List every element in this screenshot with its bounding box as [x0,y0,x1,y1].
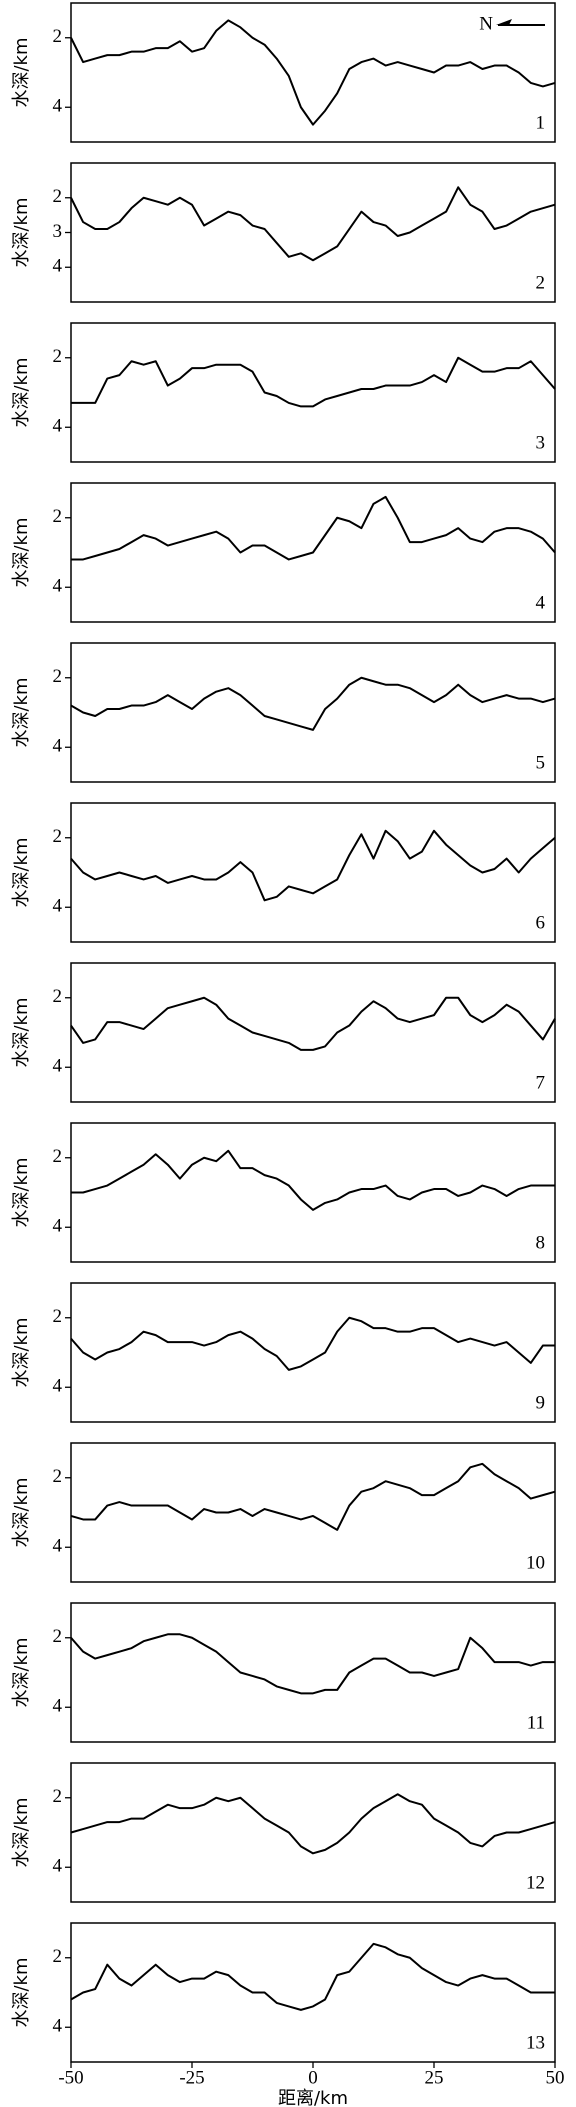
plot-frame [70,1122,556,1263]
plot-frame [70,322,556,463]
panel-number: 11 [527,1712,545,1733]
panel-number: 10 [526,1552,545,1573]
panel-number: 1 [536,112,546,133]
y-axis-label: 水深/km [11,37,32,107]
y-axis-label: 水深/km [11,1797,32,1867]
y-tick-label: 2 [53,826,63,847]
y-tick-label: 4 [53,576,63,597]
y-axis-label: 水深/km [11,677,32,747]
y-axis-label: 水深/km [11,1317,32,1387]
panel-number: 3 [536,432,546,453]
y-tick-label: 2 [53,506,63,527]
panel-number: 6 [536,912,546,933]
y-tick-label: 3 [53,221,63,242]
y-tick-label: 4 [53,736,63,757]
plot-frame [70,162,556,303]
panel-number: 4 [536,592,546,613]
y-tick-label: 4 [53,896,63,917]
north-label: N [479,13,493,34]
x-tick-label: 0 [308,2067,318,2088]
plot-frame [70,1442,556,1583]
depth-profile [71,1149,555,1211]
y-tick-label: 2 [53,1626,63,1647]
y-tick-label: 2 [53,986,63,1007]
depth-profile [70,1793,556,1855]
y-axis-label: 水深/km [11,1157,32,1227]
y-tick-label: 2 [53,1466,63,1487]
panel-number: 7 [536,1072,546,1093]
y-tick-label: 4 [53,416,63,437]
x-tick-label: 50 [546,2067,565,2088]
depth-profile [70,1942,555,2011]
plot-frame [70,642,556,783]
y-tick-label: 4 [53,1696,63,1717]
depth-profile [70,1462,556,1531]
y-tick-label: 2 [53,1786,63,1807]
depth-profile [70,676,556,731]
panel-number: 8 [536,1232,546,1253]
y-tick-label: 2 [53,186,63,207]
y-tick-label: 4 [53,96,63,117]
depth-profile [70,19,556,126]
y-axis-label: 水深/km [11,837,32,907]
y-tick-label: 4 [53,1376,63,1397]
x-tick-label: 25 [425,2067,444,2088]
y-tick-label: 4 [53,256,63,277]
x-tick-label: -50 [58,2067,83,2088]
panel-number: 2 [536,272,546,293]
panel-number: 12 [526,1872,545,1893]
y-axis-label: 水深/km [11,997,32,1067]
panel-number: 5 [536,752,546,773]
plot-frame [70,962,556,1103]
y-tick-label: 4 [53,1216,63,1237]
y-axis-label: 水深/km [11,1477,32,1547]
y-axis-label: 水深/km [11,357,32,427]
y-tick-label: 2 [53,346,63,367]
plot-frame [70,1602,556,1743]
panel-number: 9 [536,1392,546,1413]
y-axis-label: 水深/km [11,517,32,587]
depth-profile [70,1316,555,1371]
y-tick-label: 2 [53,26,63,47]
depth-profile [70,996,556,1051]
plot-frame [70,1282,556,1423]
depth-profile [71,356,556,408]
panel-number: 13 [526,2032,545,2053]
plot-frame [70,1762,556,1903]
plot-frame [70,1922,556,2063]
x-axis-label: 距离/km [278,2088,348,2107]
y-tick-label: 2 [53,1306,63,1327]
y-tick-label: 4 [53,1056,63,1077]
plot-frame [70,2,556,143]
y-tick-label: 4 [53,1856,63,1877]
y-axis-label: 水深/km [11,197,32,267]
plot-frame [70,802,556,943]
y-axis-label: 水深/km [11,1957,32,2027]
depth-profile [70,829,556,902]
depth-profile [71,495,556,561]
y-tick-label: 4 [53,2016,63,2037]
depth-profile [70,1633,555,1695]
y-tick-label: 2 [53,1146,63,1167]
y-axis-label: 水深/km [11,1637,32,1707]
depth-profile [70,186,556,262]
north-arrow-head [496,19,512,25]
x-tick-label: -25 [179,2067,204,2088]
y-tick-label: 2 [53,1946,63,1967]
y-tick-label: 2 [53,666,63,687]
y-tick-label: 4 [53,1536,63,1557]
